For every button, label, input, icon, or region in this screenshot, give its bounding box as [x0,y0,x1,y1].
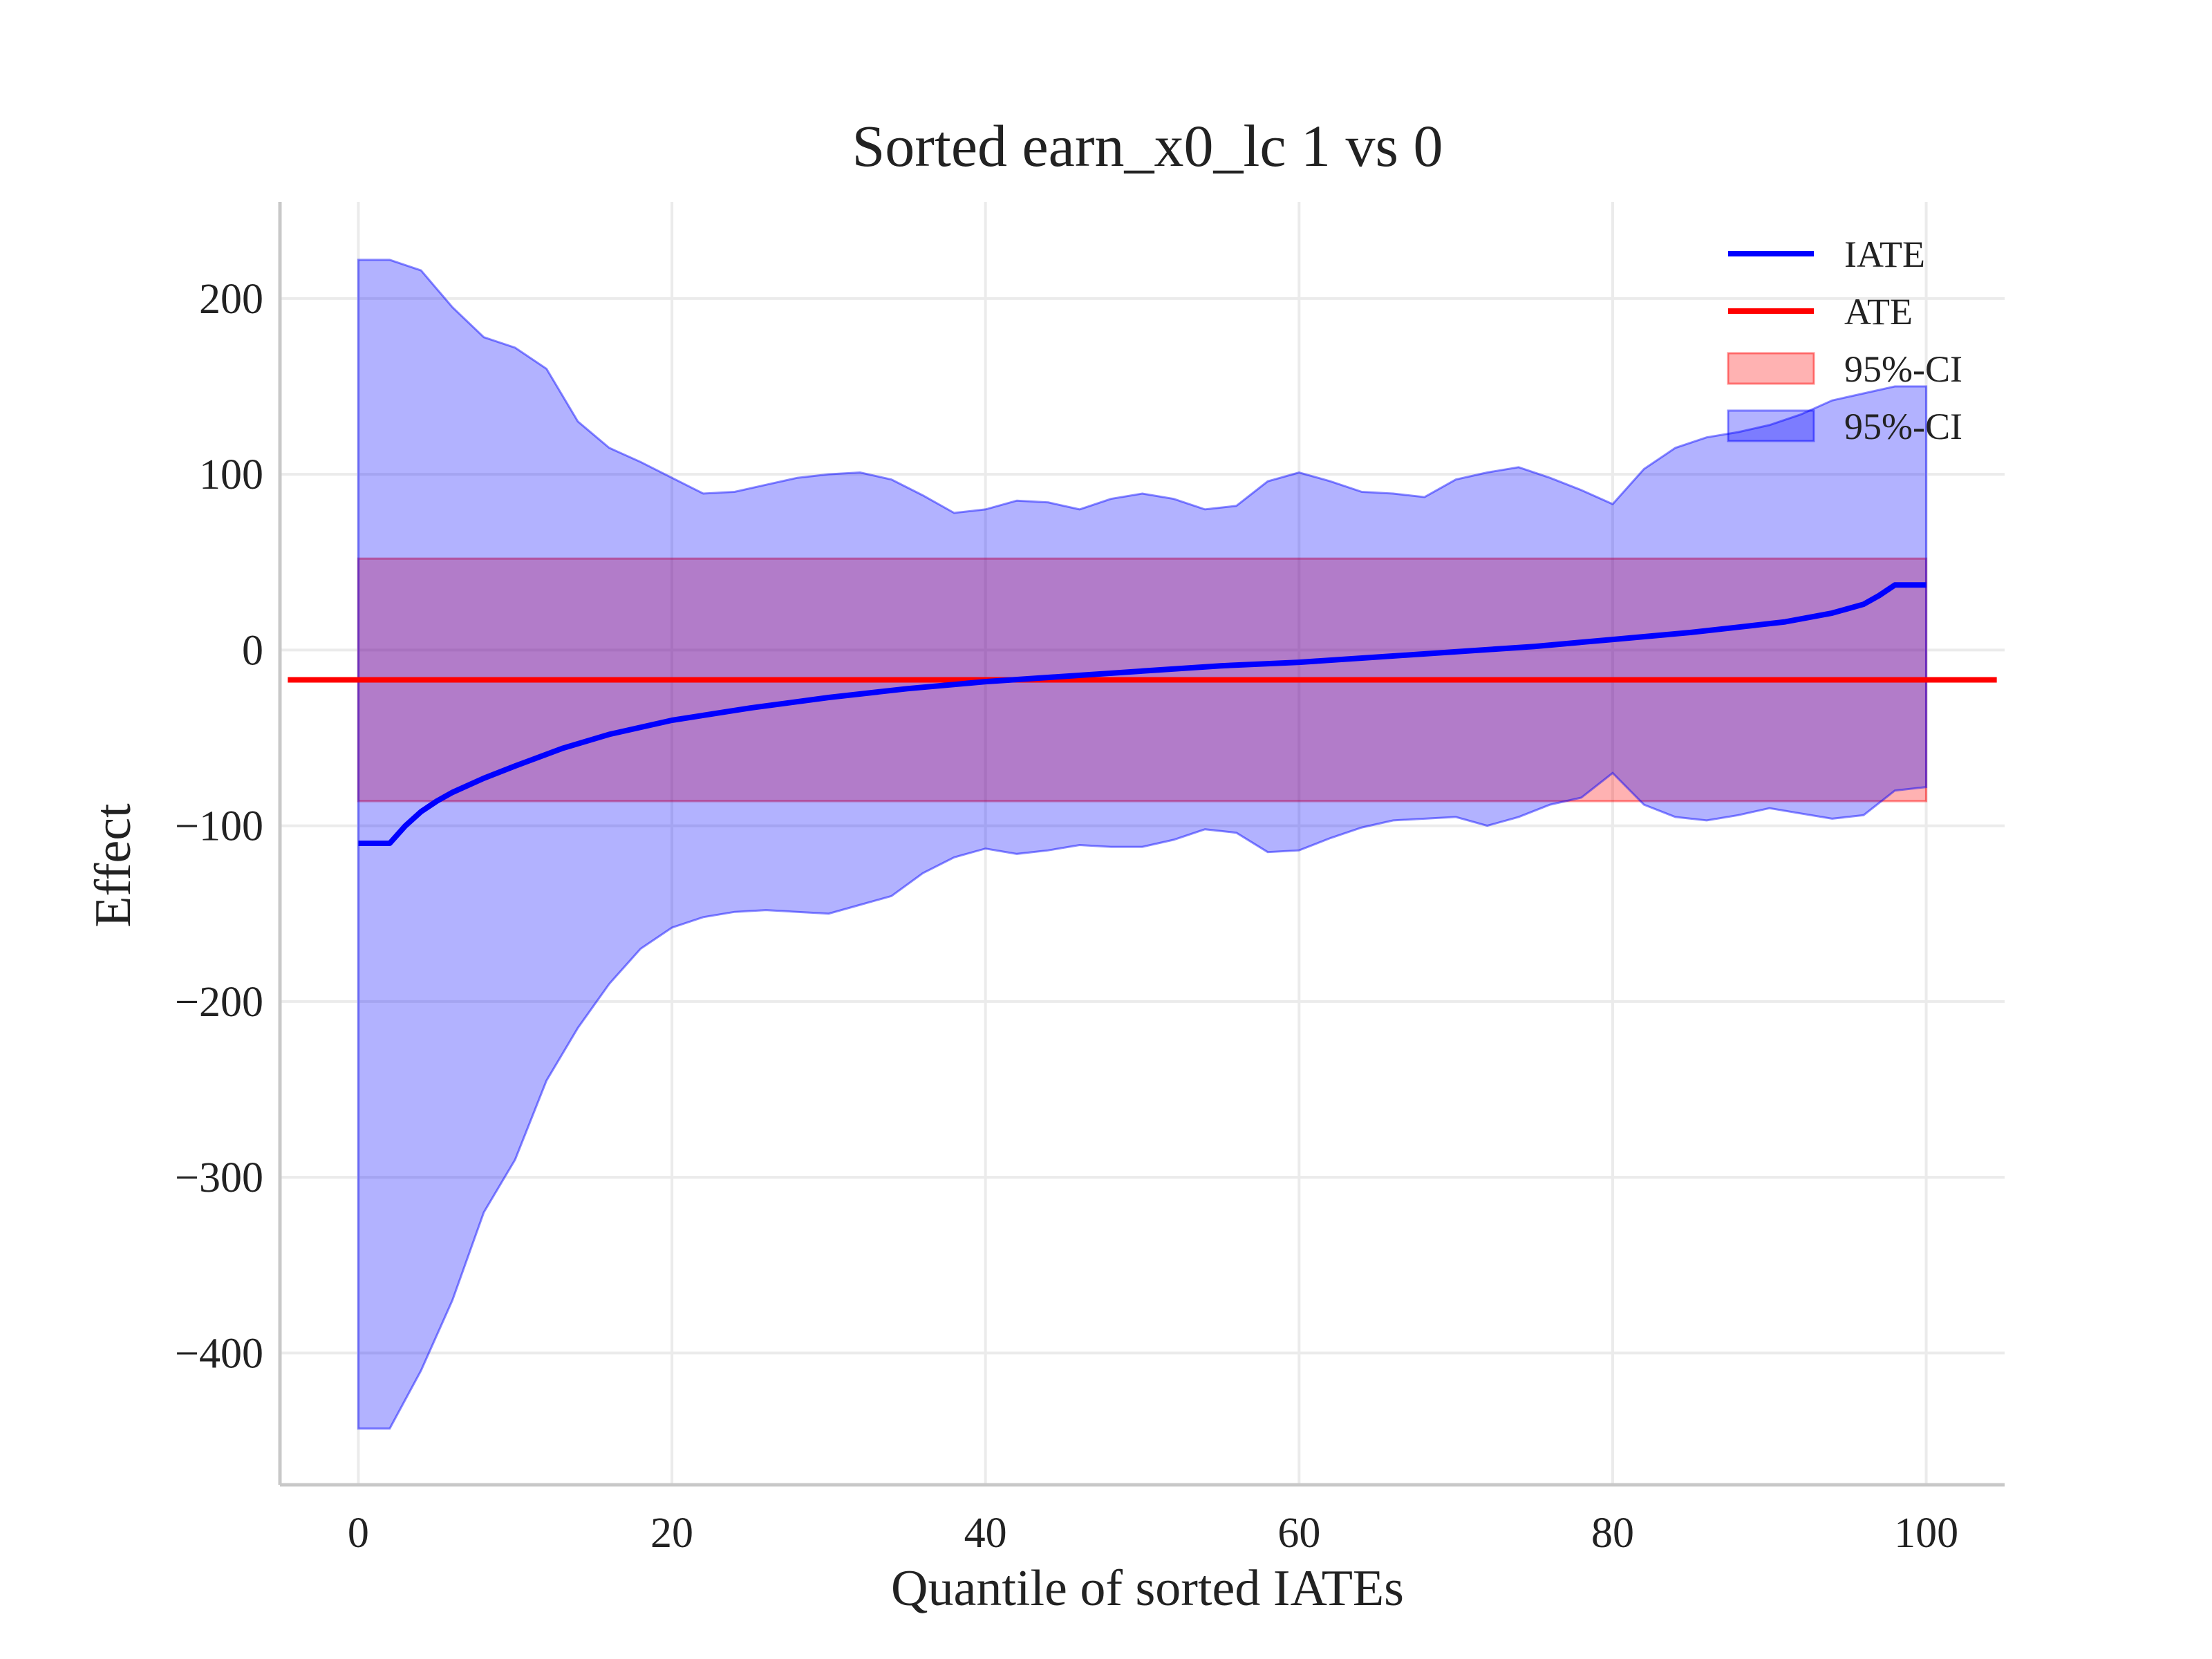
legend: IATE ATE 95%-CI 95%-CI [1727,234,1962,447]
x-axis-label: Quantile of sorted IATEs [891,1560,1404,1617]
y-tick-label: 200 [199,276,263,323]
legend-label-ate-ci: 95%-CI [1844,348,1962,390]
legend-swatch-ate-ci [1727,352,1815,385]
x-tick-label: 40 [964,1510,1007,1557]
y-tick-label: 0 [242,627,263,674]
y-tick-label: 100 [199,451,263,498]
iate-line [358,582,1927,846]
y-tick-label: −400 [175,1330,263,1377]
x-tick-label: 20 [650,1510,693,1557]
x-tick-label: 100 [1894,1510,1958,1557]
grid [280,202,2005,1485]
ci-bands [357,259,1928,1430]
legend-label-ate: ATE [1844,291,1913,332]
x-axis-ticks: 0 20 40 60 80 100 [348,1510,1958,1557]
chart-title: Sorted earn_x0_lc 1 vs 0 [852,113,1443,179]
y-tick-label: −100 [175,803,263,850]
legend-label-iate-ci: 95%-CI [1844,406,1962,447]
legend-swatch-iate-ci [1727,409,1815,442]
series-lines [288,582,1997,846]
x-tick-label: 80 [1591,1510,1634,1557]
y-axis-ticks: −400 −300 −200 −100 0 100 200 [175,276,263,1377]
y-axis-label: Effect [85,803,142,928]
x-tick-label: 60 [1277,1510,1320,1557]
axes [278,202,2005,1487]
y-tick-label: −300 [175,1154,263,1201]
iate-ci-band [357,259,1928,1430]
legend-label-iate: IATE [1844,234,1925,275]
x-tick-label: 0 [348,1510,369,1557]
y-tick-label: −200 [175,979,263,1026]
